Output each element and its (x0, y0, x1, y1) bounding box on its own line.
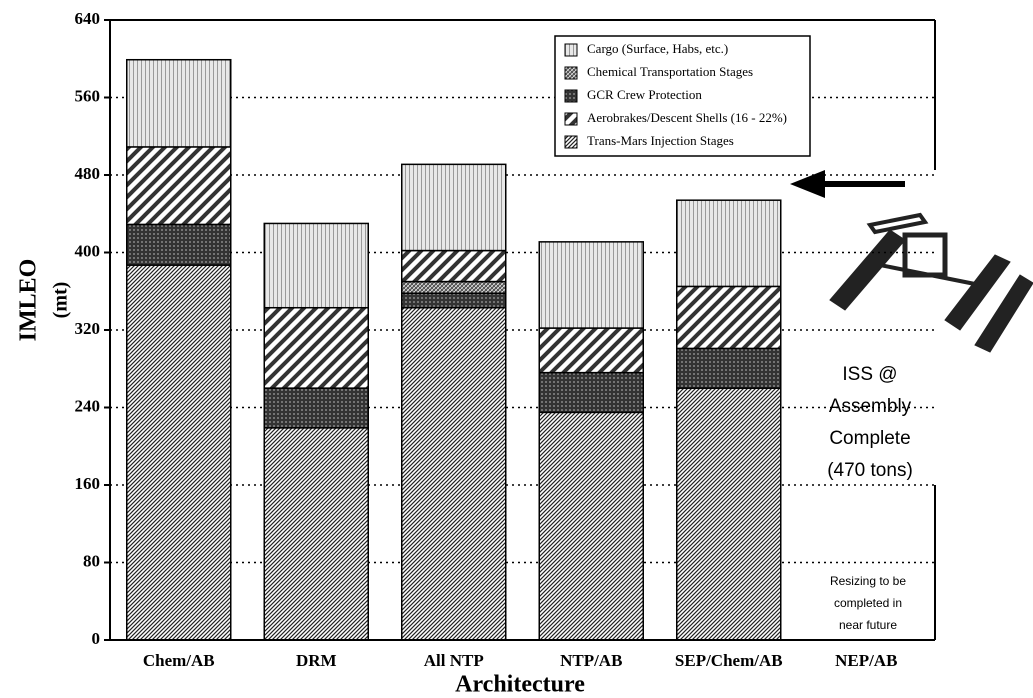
x-tick-label: DRM (296, 651, 337, 670)
x-tick-label: SEP/Chem/AB (675, 651, 783, 670)
chart: IMLEO (mt) Architecture 0 80 160 240 320 400 4… (0, 0, 1033, 698)
bar-segment (127, 60, 231, 147)
bar-segment (402, 293, 506, 308)
legend-swatch (565, 44, 577, 56)
bar-segment (539, 412, 643, 640)
x-tick-label: All NTP (424, 651, 484, 670)
bar-segment (264, 428, 368, 640)
bar-segment (402, 308, 506, 640)
y-tick-label: 160 (75, 474, 101, 493)
legend-label: Aerobrakes/Descent Shells (16 - 22%) (587, 110, 787, 125)
x-axis-title: Architecture (455, 672, 585, 698)
bar-segment (539, 242, 643, 328)
y-tick-label: 480 (75, 164, 101, 183)
x-tick-label: NEP/AB (835, 651, 897, 670)
bar-segment (677, 286, 781, 348)
y-axis-title: IMLEO (16, 259, 42, 342)
bar-segment (264, 388, 368, 428)
bar-segment (127, 147, 231, 225)
y-tick-label: 560 (75, 86, 101, 105)
legend-swatch (565, 136, 577, 148)
annotation: near future (839, 618, 897, 632)
legend-label: Cargo (Surface, Habs, etc.) (587, 41, 728, 56)
y-tick-label: 240 (75, 396, 101, 415)
bar-segment (402, 251, 506, 282)
legend-swatch (565, 67, 577, 79)
annotation: Complete (829, 428, 910, 449)
legend-label: Trans-Mars Injection Stages (587, 133, 734, 148)
bar-segment (539, 328, 643, 373)
bar-segment (402, 164, 506, 250)
y-axis-title: (mt) (50, 282, 72, 319)
bar-segment (539, 373, 643, 413)
annotation: Assembly (829, 396, 912, 417)
y-tick-label: 400 (75, 241, 101, 260)
annotation: completed in (834, 596, 902, 610)
legend-label: Chemical Transportation Stages (587, 64, 753, 79)
annotation: ISS @ (842, 364, 897, 385)
bar-segment (677, 388, 781, 640)
legend-label: GCR Crew Protection (587, 87, 702, 102)
annotation: (470 tons) (827, 460, 913, 481)
iss-image (830, 215, 1033, 352)
bar-segment (677, 348, 781, 388)
y-tick-label: 640 (75, 9, 101, 28)
bar-segment (677, 200, 781, 286)
legend-swatch (565, 113, 577, 125)
bar-segment (127, 265, 231, 640)
y-tick-label: 320 (75, 319, 101, 338)
x-tick-label: Chem/AB (143, 651, 215, 670)
bar-segment (264, 223, 368, 307)
arrow (790, 170, 905, 198)
bar-segment (264, 308, 368, 388)
annotation: Resizing to be (830, 574, 906, 588)
bar-segment (402, 282, 506, 294)
y-tick-label: 80 (83, 551, 100, 570)
bar-segment (127, 224, 231, 265)
y-tick-label: 0 (92, 629, 101, 648)
legend-swatch (565, 90, 577, 102)
x-tick-label: NTP/AB (560, 651, 622, 670)
